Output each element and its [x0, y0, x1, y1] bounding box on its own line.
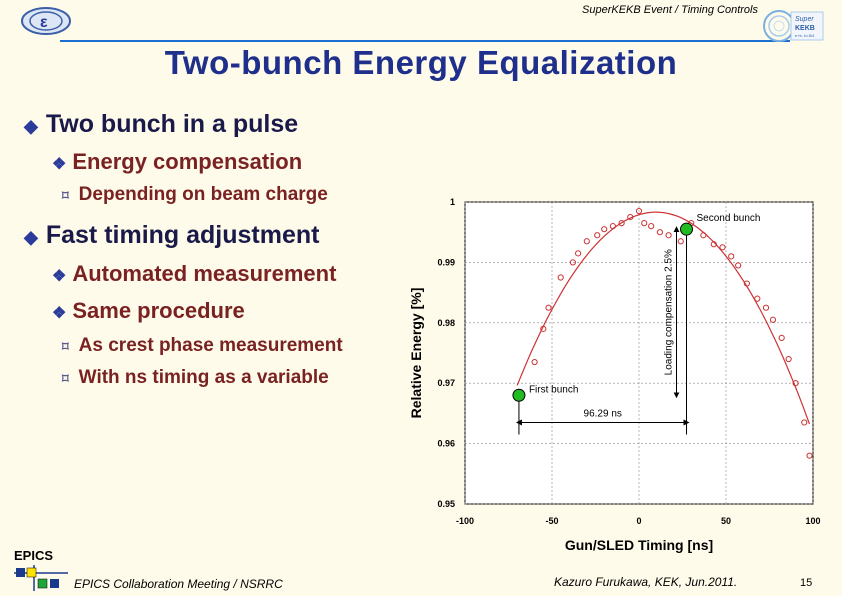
data-point: [627, 214, 634, 221]
data-point: [618, 220, 625, 227]
kek-logo-icon: ε: [21, 7, 71, 35]
clover-bullet-icon: ❖: [52, 268, 67, 285]
x-tick-label: -100: [456, 516, 474, 526]
data-point: [583, 238, 590, 245]
bullet-label: Two bunch in a pulse: [45, 110, 299, 138]
data-point: [540, 325, 547, 332]
bullet-ns-timing: ⌑ With ns timing as a variable: [62, 367, 329, 389]
page-number: 15: [800, 577, 813, 589]
bullet-label: Fast timing adjustment: [45, 221, 320, 249]
svg-text:e+e- to 8/4: e+e- to 8/4: [795, 33, 815, 38]
y-tick-label: 1: [450, 197, 455, 207]
bullet-label: Depending on beam charge: [78, 184, 328, 205]
bullet-label: With ns timing as a variable: [78, 367, 329, 388]
data-point: [785, 355, 792, 363]
svg-text:KEKB: KEKB: [795, 25, 815, 32]
bullet-same-procedure: ❖ Same procedure: [52, 298, 245, 324]
grid: [464, 201, 814, 505]
data-point: [792, 380, 799, 387]
data-point: [665, 232, 672, 239]
epics-logo-text: EPICS: [14, 548, 54, 563]
data-point: [609, 223, 617, 230]
bullet-label: As crest phase measurement: [78, 335, 343, 356]
bullet-label: Automated measurement: [72, 261, 337, 286]
data-point: [648, 223, 655, 230]
superkekb-logo-icon: Super KEKB e+e- to 8/4: [763, 10, 824, 42]
y-tick-label: 0.98: [437, 318, 455, 328]
square-bullet-icon: ⌑: [62, 188, 69, 203]
data-point: [641, 220, 648, 227]
data-point: [762, 304, 770, 311]
x-axis-label: Gun/SLED Timing [ns]: [565, 537, 713, 553]
epics-logo-icon: [14, 565, 68, 591]
data-point: [754, 295, 761, 302]
svg-text:Super: Super: [795, 16, 814, 23]
data-point: [531, 358, 538, 366]
data-point: [601, 226, 608, 233]
data-point: [545, 304, 552, 311]
data-point: [700, 232, 707, 239]
footer-left: EPICS Collaboration Meeting / NSRRC: [74, 577, 283, 591]
bullet-fast-timing: ◆ Fast timing adjustment: [24, 221, 319, 250]
bullet-label: Energy compensation: [72, 149, 303, 174]
bullet-beam-charge: ⌑ Depending on beam charge: [62, 184, 328, 206]
data-point: [743, 280, 750, 287]
first-bunch-marker: [512, 388, 526, 402]
fit-curve: [516, 211, 811, 425]
data-point: [575, 250, 582, 257]
svg-text:ε: ε: [40, 14, 48, 31]
diamond-bullet-icon: ◆: [24, 227, 38, 247]
x-tick-label: 50: [721, 516, 731, 526]
y-tick-label: 0.96: [437, 439, 455, 449]
first-bunch-label: First bunch: [529, 384, 578, 395]
data-point: [719, 244, 726, 251]
dt-label: 96.29 ns: [584, 408, 622, 419]
page-title: Two-bunch Energy Equalization: [164, 44, 678, 81]
second-bunch-marker: [680, 222, 694, 236]
data-point: [778, 334, 785, 341]
x-tick-label: -50: [545, 516, 558, 526]
plot-area: [464, 201, 814, 505]
bullet-automated: ❖ Automated measurement: [52, 261, 336, 287]
y-tick-label: 0.99: [437, 257, 455, 267]
x-tick-label: 100: [805, 516, 820, 526]
data-point: [769, 316, 777, 323]
header-divider: [60, 40, 790, 42]
second-bunch-label: Second bunch: [697, 213, 761, 224]
diamond-bullet-icon: ◆: [24, 116, 38, 136]
bullet-label: Same procedure: [72, 298, 245, 323]
bullet-two-bunch: ◆ Two bunch in a pulse: [24, 110, 298, 139]
clover-bullet-icon: ❖: [52, 305, 67, 322]
bullet-crest-phase: ⌑ As crest phase measurement: [62, 335, 343, 357]
data-point: [710, 241, 717, 248]
clover-bullet-icon: ❖: [52, 156, 67, 173]
square-bullet-icon: ⌑: [62, 339, 69, 354]
data-point: [728, 253, 735, 260]
bullet-energy-compensation: ❖ Energy compensation: [52, 149, 302, 175]
data-point: [656, 229, 663, 236]
comp-label: Loading compensation 2.5%: [664, 249, 675, 375]
y-tick-label: 0.95: [437, 499, 455, 509]
data-point: [594, 232, 601, 239]
data-point: [557, 274, 564, 281]
x-tick-label: 0: [636, 516, 641, 526]
data-point: [735, 262, 742, 269]
data-point: [635, 207, 643, 215]
y-tick-label: 0.97: [437, 378, 455, 388]
square-bullet-icon: ⌑: [62, 371, 69, 386]
data-point: [801, 419, 808, 426]
tick-labels: -100 -50 0 50 100 0.95 0.96 0.97 0.98 0.99 1: [437, 197, 820, 526]
data-point: [806, 452, 813, 459]
header-text: SuperKEKB Event / Timing Controls: [582, 4, 758, 16]
data-point: [569, 259, 576, 266]
y-axis-label: Relative Energy [%]: [408, 288, 424, 419]
footer-right: Kazuro Furukawa, KEK, Jun.2011.: [554, 575, 738, 589]
